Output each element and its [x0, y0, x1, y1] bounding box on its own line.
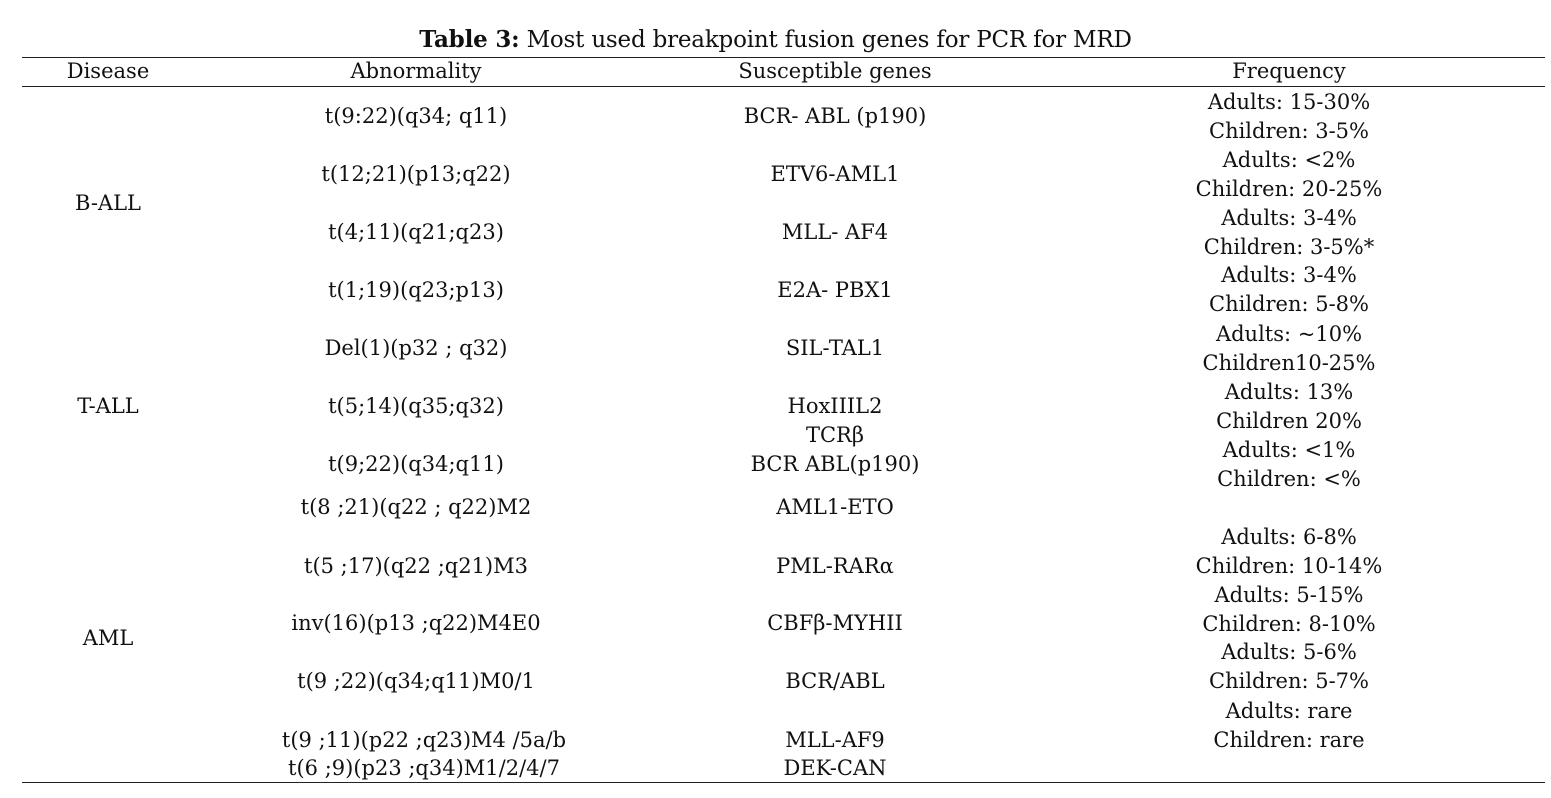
frequency-children: Children: rare: [1213, 728, 1365, 752]
frequency-cell: Adults: rare Children: rare: [1213, 697, 1364, 755]
frequency-adults: Adults: 6-8%: [1221, 525, 1357, 549]
frequency-children: Children: <%: [1217, 467, 1361, 491]
frequency-children: Children: 20-25%: [1195, 177, 1383, 201]
frequency-children: Children10-25%: [1202, 351, 1376, 375]
header-frequency: Frequency: [1232, 59, 1346, 83]
frequency-cell: Adults: 6-8% Children: 10-14%: [1196, 523, 1383, 581]
frequency-children: Children: 8-10%: [1202, 612, 1376, 636]
frequency-cell: Adults: 5-15% Children: 8-10%: [1202, 581, 1375, 639]
frequency-adults: Adults: 13%: [1224, 380, 1354, 404]
top-rule: [22, 57, 1545, 58]
abnormality-cell: t(9;22)(q34;q11): [328, 452, 504, 476]
abnormality-cell: t(9 ;11)(p22 ;q23)M4 /5a/b: [281, 728, 567, 752]
gene-cell: DEK-CAN: [783, 756, 887, 780]
gene-cell: HoxIIIL2: [787, 394, 883, 418]
frequency-adults: Adults: <1%: [1222, 438, 1356, 462]
header-genes: Susceptible genes: [738, 59, 932, 83]
disease-t-all: T-ALL: [77, 394, 139, 418]
frequency-adults: Adults: 5-15%: [1214, 583, 1364, 607]
frequency-children: Children: 3-5%*: [1203, 235, 1375, 259]
frequency-cell: Adults: <1% Children: <%: [1217, 436, 1361, 494]
gene-cell: AML1-ETO: [776, 495, 894, 519]
frequency-children: Children: 10-14%: [1195, 554, 1383, 578]
frequency-cell: Adults: 13% Children 20%: [1216, 378, 1362, 436]
gene-cell: SIL-TAL1: [785, 336, 885, 360]
gene-cell: TCRβ: [805, 423, 865, 447]
frequency-adults: Adults: 3-4%: [1221, 206, 1357, 230]
gene-cell: BCR- ABL (p190): [743, 104, 927, 128]
disease-aml: AML: [82, 626, 134, 650]
disease-b-all: B-ALL: [75, 191, 141, 215]
frequency-adults: Adults: ~10%: [1215, 322, 1363, 346]
gene-cell: PML-RARα: [776, 554, 894, 578]
bottom-rule: [22, 782, 1545, 783]
header-rule: [22, 86, 1545, 87]
gene-cell: MLL- AF4: [781, 220, 889, 244]
table-title-text: Most used breakpoint fusion genes for PC…: [526, 27, 1132, 53]
frequency-adults: Adults: 15-30%: [1207, 90, 1371, 114]
abnormality-cell: t(1;19)(q23;p13): [328, 278, 504, 302]
gene-cell: MLL-AF9: [785, 728, 885, 752]
abnormality-cell: t(4;11)(q21;q23): [328, 220, 504, 244]
gene-cell: BCR/ABL: [785, 669, 885, 693]
frequency-cell: Adults: 5-6% Children: 5-7%: [1209, 638, 1369, 696]
header-abnormality: Abnormality: [350, 59, 482, 83]
gene-cell: BCR ABL(p190): [750, 452, 920, 476]
frequency-adults: Adults: 5-6%: [1221, 640, 1357, 664]
frequency-children: Children: 5-7%: [1209, 669, 1369, 693]
frequency-children: Children 20%: [1216, 409, 1362, 433]
abnormality-cell: t(9:22)(q34; q11): [324, 104, 508, 128]
frequency-cell: Adults: 15-30% Children: 3-5%: [1208, 88, 1370, 146]
frequency-children: Children: 5-8%: [1209, 292, 1369, 316]
abnormality-cell: t(5 ;17)(q22 ;q21)M3: [304, 554, 528, 578]
frequency-adults: Adults: <2%: [1222, 148, 1356, 172]
abnormality-cell: t(6 ;9)(p23 ;q34)M1/2/4/7: [288, 756, 560, 780]
frequency-adults: Adults: rare: [1225, 699, 1353, 723]
header-disease: Disease: [66, 59, 150, 83]
gene-cell: E2A- PBX1: [777, 278, 893, 302]
abnormality-cell: t(9 ;22)(q34;q11)M0/1: [297, 669, 535, 693]
abnormality-cell: inv(16)(p13 ;q22)M4E0: [291, 611, 541, 635]
gene-cell: CBFβ-MYHII: [767, 611, 903, 635]
gene-cell: ETV6-AML1: [770, 162, 900, 186]
abnormality-cell: t(8 ;21)(q22 ; q22)M2: [300, 495, 532, 519]
frequency-cell: Adults: 3-4% Children: 3-5%*: [1204, 204, 1374, 262]
frequency-cell: Adults: ~10% Children10-25%: [1203, 320, 1376, 378]
table-title: Table 3: Most used breakpoint fusion gen…: [0, 26, 1551, 54]
abnormality-cell: Del(1)(p32 ; q32): [324, 336, 508, 360]
frequency-adults: Adults: 3-4%: [1221, 263, 1357, 287]
abnormality-cell: t(12;21)(p13;q22): [321, 162, 511, 186]
frequency-children: Children: 3-5%: [1209, 119, 1369, 143]
abnormality-cell: t(5;14)(q35;q32): [328, 394, 504, 418]
table-title-label: Table 3:: [419, 26, 520, 53]
frequency-cell: Adults: 3-4% Children: 5-8%: [1209, 261, 1369, 319]
frequency-cell: Adults: <2% Children: 20-25%: [1196, 146, 1383, 204]
